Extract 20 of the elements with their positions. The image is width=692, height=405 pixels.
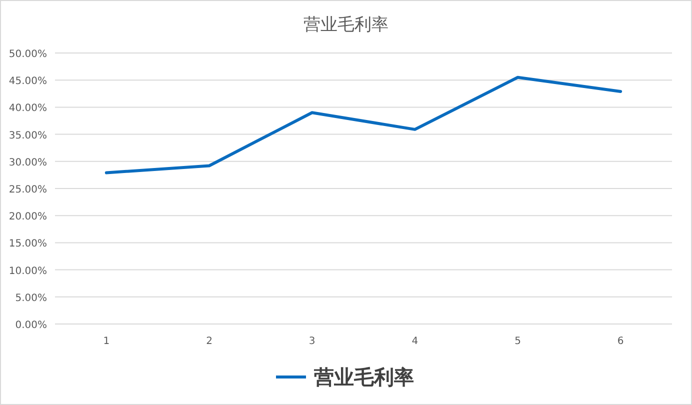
y-tick-label: 20.00%	[8, 212, 47, 223]
y-tick-label: 40.00%	[8, 103, 47, 114]
x-tick-label: 3	[308, 336, 316, 347]
y-tick-label: 45.00%	[8, 76, 47, 88]
y-tick-label: 50.00%	[8, 49, 47, 60]
y-tick-label: 0.00%	[15, 320, 47, 331]
legend-label: 营业毛利率	[313, 365, 414, 389]
chart-title: 营业毛利率	[304, 15, 388, 35]
y-tick-label: 30.00%	[8, 157, 47, 168]
y-tick-label: 5.00%	[15, 292, 47, 304]
y-tick-label: 35.00%	[8, 130, 47, 142]
x-tick-label: 1	[103, 336, 110, 347]
y-tick-label: 10.00%	[8, 266, 47, 277]
x-tick-label: 5	[514, 336, 521, 347]
line-series	[104, 76, 622, 174]
x-tick-label: 6	[617, 336, 624, 347]
x-tick-label: 4	[412, 336, 418, 347]
y-tick-label: 15.00%	[8, 238, 47, 250]
x-tick-label: 2	[206, 336, 212, 347]
y-tick-label: 25.00%	[8, 184, 47, 196]
